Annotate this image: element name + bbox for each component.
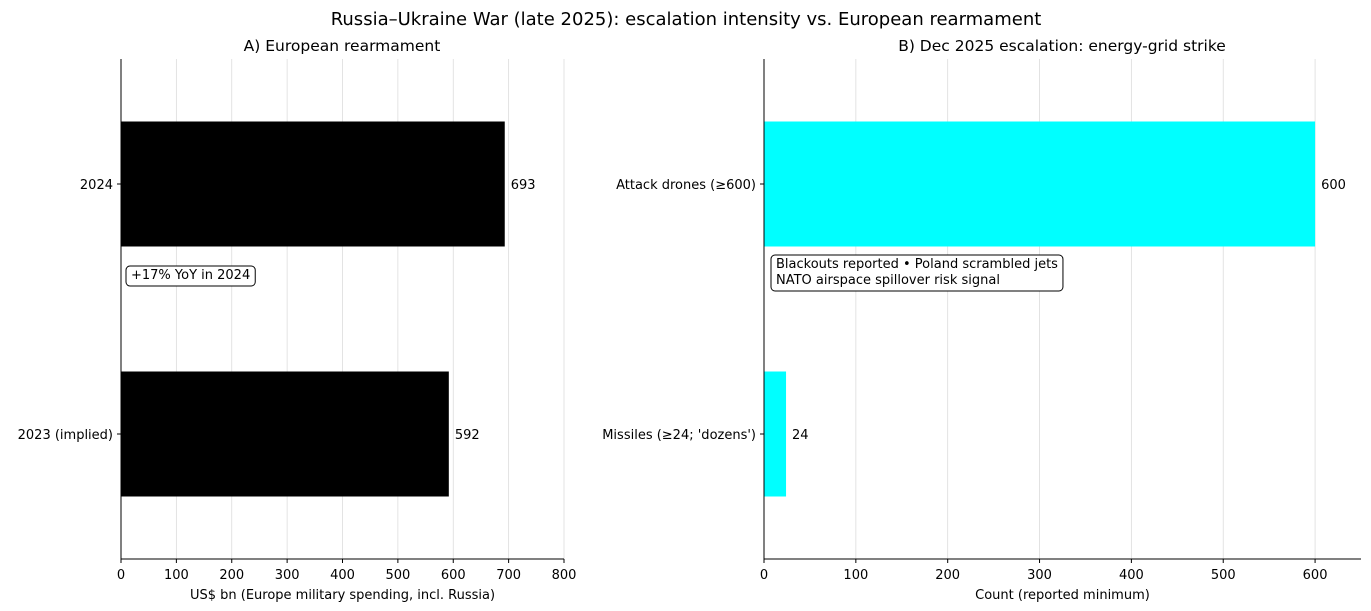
x-tick-label: 800: [552, 568, 577, 583]
x-tick-label: 100: [164, 568, 189, 583]
x-tick-label: 500: [1211, 568, 1236, 583]
x-tick-label: 400: [330, 568, 355, 583]
category-label: Attack drones (≥600): [616, 178, 756, 193]
annotation-frame: [770, 254, 1064, 292]
panel-title: A) European rearmament: [244, 37, 441, 55]
x-tick-label: 600: [441, 568, 466, 583]
value-label: 24: [792, 428, 809, 443]
annotation-frame: [125, 265, 256, 287]
x-tick-label: 200: [935, 568, 960, 583]
x-tick-label: 300: [1027, 568, 1052, 583]
x-tick-label: 700: [496, 568, 521, 583]
category-label: Missiles (≥24; 'dozens'): [602, 428, 756, 443]
x-tick-label: 300: [275, 568, 300, 583]
x-axis-label: US$ bn (Europe military spending, incl. …: [190, 588, 495, 603]
x-axis-label: Count (reported minimum): [975, 588, 1150, 603]
annotation-box: Blackouts reported • Poland scrambled je…: [770, 254, 1064, 292]
annotation-box: +17% YoY in 2024: [125, 265, 256, 287]
bar: [764, 371, 787, 497]
x-tick-label: 200: [219, 568, 244, 583]
bar: [121, 121, 505, 247]
bar: [121, 371, 449, 497]
annotation-text: NATO airspace spillover risk signal: [776, 273, 1000, 288]
annotation-text: +17% YoY in 2024: [131, 268, 250, 283]
x-tick-label: 600: [1303, 568, 1328, 583]
panel-title: B) Dec 2025 escalation: energy-grid stri…: [898, 37, 1226, 55]
panel-b-energy-grid-strike: B) Dec 2025 escalation: energy-grid stri…: [602, 37, 1361, 603]
category-label: 2024: [80, 178, 113, 193]
value-label: 600: [1321, 178, 1346, 193]
figure-title: Russia–Ukraine War (late 2025): escalati…: [331, 9, 1042, 30]
category-label: 2023 (implied): [18, 428, 113, 443]
bar: [764, 121, 1316, 247]
annotation-text: Blackouts reported • Poland scrambled je…: [776, 257, 1058, 272]
x-tick-label: 500: [385, 568, 410, 583]
x-tick-label: 100: [843, 568, 868, 583]
x-tick-label: 0: [117, 568, 125, 583]
x-tick-label: 0: [760, 568, 768, 583]
value-label: 693: [511, 178, 536, 193]
panel-a-european-rearmament: A) European rearmament 0 100 200 300 400 500 60…: [18, 37, 577, 603]
x-tick-label: 400: [1119, 568, 1144, 583]
value-label: 592: [455, 428, 480, 443]
